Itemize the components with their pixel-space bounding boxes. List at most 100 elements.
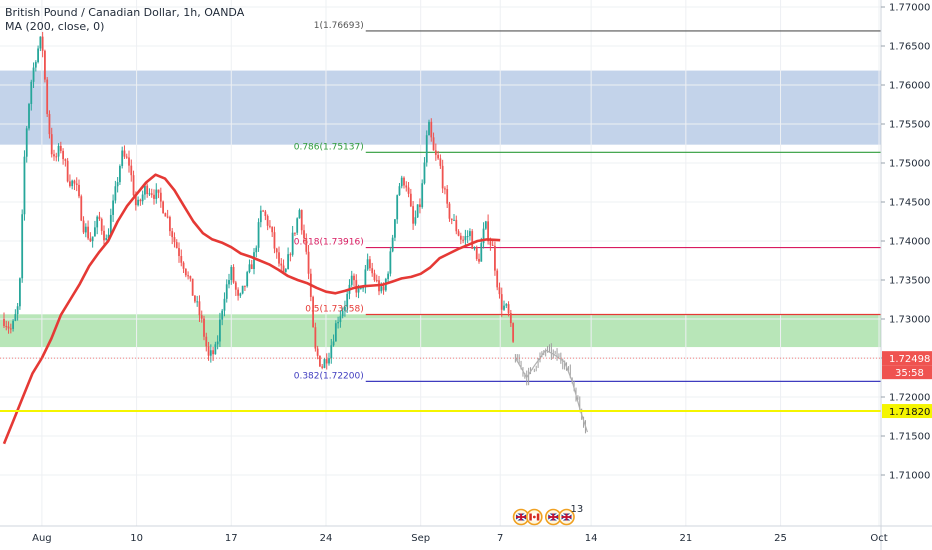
- candle-body: [32, 67, 35, 82]
- y-tick-label: 1.72000: [889, 393, 930, 404]
- candle-body: [5, 326, 8, 328]
- candle-body: [494, 245, 496, 271]
- candle-body: [248, 264, 251, 273]
- ma-legend[interactable]: MA (200, close, 0): [5, 20, 104, 33]
- candle-body: [225, 284, 228, 299]
- candle-body: [432, 137, 435, 151]
- candle-body: [214, 344, 217, 355]
- projection-path[interactable]: [514, 349, 588, 433]
- countdown-tag: [882, 365, 932, 380]
- candle-body: [150, 193, 153, 195]
- candle-body: [173, 237, 176, 243]
- candle-body: [294, 232, 296, 234]
- candle-body: [334, 323, 337, 342]
- candle-body: [144, 185, 146, 195]
- candle-body: [319, 355, 321, 367]
- candle-body: [34, 62, 37, 68]
- candle-body: [21, 214, 24, 279]
- candle-body: [359, 287, 362, 289]
- candle-body: [50, 134, 53, 155]
- candle-body: [505, 304, 508, 306]
- fib-level-label: 0.5(1.73058): [305, 304, 364, 314]
- candle-body: [23, 156, 26, 215]
- candle-body: [69, 181, 71, 187]
- candle-body: [139, 199, 142, 202]
- candle-body: [398, 186, 401, 196]
- candle-body: [473, 247, 476, 249]
- candle-body: [423, 162, 426, 184]
- candle-body: [41, 36, 44, 51]
- candle-body: [416, 204, 419, 218]
- candle-body: [255, 247, 258, 253]
- candle-body: [298, 210, 301, 219]
- candle-body: [273, 232, 276, 249]
- candle-body: [78, 184, 80, 197]
- candle-body: [455, 219, 458, 232]
- x-tick-label: 24: [320, 533, 333, 544]
- candle-body: [105, 237, 108, 241]
- candle-body: [107, 234, 110, 238]
- candle-body: [114, 186, 117, 201]
- x-tick-label: Aug: [32, 533, 52, 544]
- candle-body: [291, 232, 294, 255]
- candle-body: [125, 156, 128, 158]
- candle-body: [239, 293, 242, 296]
- candle-body: [339, 316, 342, 323]
- candle-body: [241, 285, 244, 294]
- candle-body: [178, 248, 180, 257]
- candle-body: [155, 189, 158, 199]
- y-tick-label: 1.75000: [889, 159, 930, 170]
- event-marker-ca-icon[interactable]: [526, 508, 543, 526]
- candle-body: [371, 268, 374, 274]
- candle-body: [271, 226, 274, 233]
- candle-body: [219, 319, 221, 342]
- candle-body: [412, 206, 415, 224]
- candle-body: [405, 185, 408, 188]
- candle-body: [500, 294, 503, 310]
- candle-body: [321, 366, 324, 368]
- candle-body: [491, 244, 494, 246]
- ma-200-line[interactable]: [2, 173, 501, 445]
- candle-body: [98, 216, 101, 220]
- candle-body: [19, 278, 21, 307]
- candle-body: [73, 180, 76, 184]
- candle-body: [94, 227, 96, 237]
- event-count: 13: [571, 504, 584, 515]
- candle-body: [191, 278, 194, 296]
- x-tick-label: 10: [130, 533, 143, 544]
- candle-body: [112, 200, 114, 215]
- candle-body: [278, 252, 280, 264]
- candle-body: [357, 288, 360, 293]
- candle-body: [282, 265, 285, 272]
- candle-body: [130, 165, 133, 176]
- candle-body: [503, 305, 505, 310]
- event-marker-gb-icon[interactable]: [544, 508, 562, 526]
- candle-body: [166, 216, 169, 218]
- support-zone[interactable]: [0, 314, 881, 348]
- candle-body: [344, 306, 346, 311]
- candle-body: [280, 263, 283, 266]
- candle-body: [403, 177, 405, 186]
- candle-body: [89, 238, 92, 242]
- candle-body: [232, 266, 235, 283]
- candle-body: [116, 182, 119, 187]
- candle-body: [434, 150, 437, 155]
- candle-body: [448, 203, 451, 219]
- candle-body: [16, 306, 19, 315]
- y-tick-label: 1.73000: [889, 315, 930, 326]
- candle-body: [55, 156, 58, 158]
- candle-body: [341, 310, 344, 317]
- resistance-zone[interactable]: [0, 70, 881, 145]
- candle-body: [409, 193, 412, 207]
- candle-body: [71, 180, 74, 187]
- candle-body: [325, 359, 328, 364]
- candle-body: [237, 289, 239, 296]
- candle-body: [59, 145, 62, 151]
- candle-body: [259, 210, 262, 223]
- candle-body: [314, 327, 317, 349]
- candle-body: [362, 287, 365, 289]
- candle-body: [182, 262, 185, 269]
- candle-body: [53, 154, 55, 157]
- event-marker-gb-icon[interactable]: 13: [558, 504, 584, 526]
